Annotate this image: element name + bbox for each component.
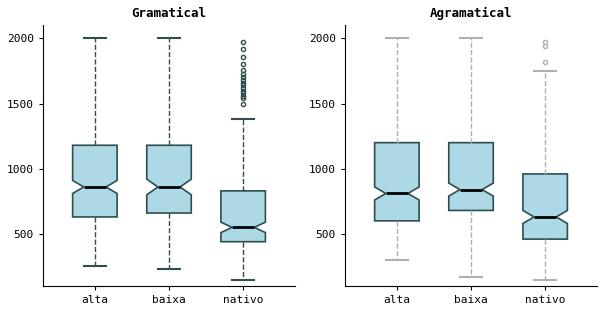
PathPatch shape: [221, 191, 265, 242]
PathPatch shape: [147, 145, 191, 213]
Title: Gramatical: Gramatical: [132, 7, 207, 20]
PathPatch shape: [72, 145, 117, 217]
Title: Agramatical: Agramatical: [430, 7, 512, 20]
PathPatch shape: [374, 143, 419, 221]
PathPatch shape: [449, 143, 493, 210]
PathPatch shape: [523, 174, 567, 239]
